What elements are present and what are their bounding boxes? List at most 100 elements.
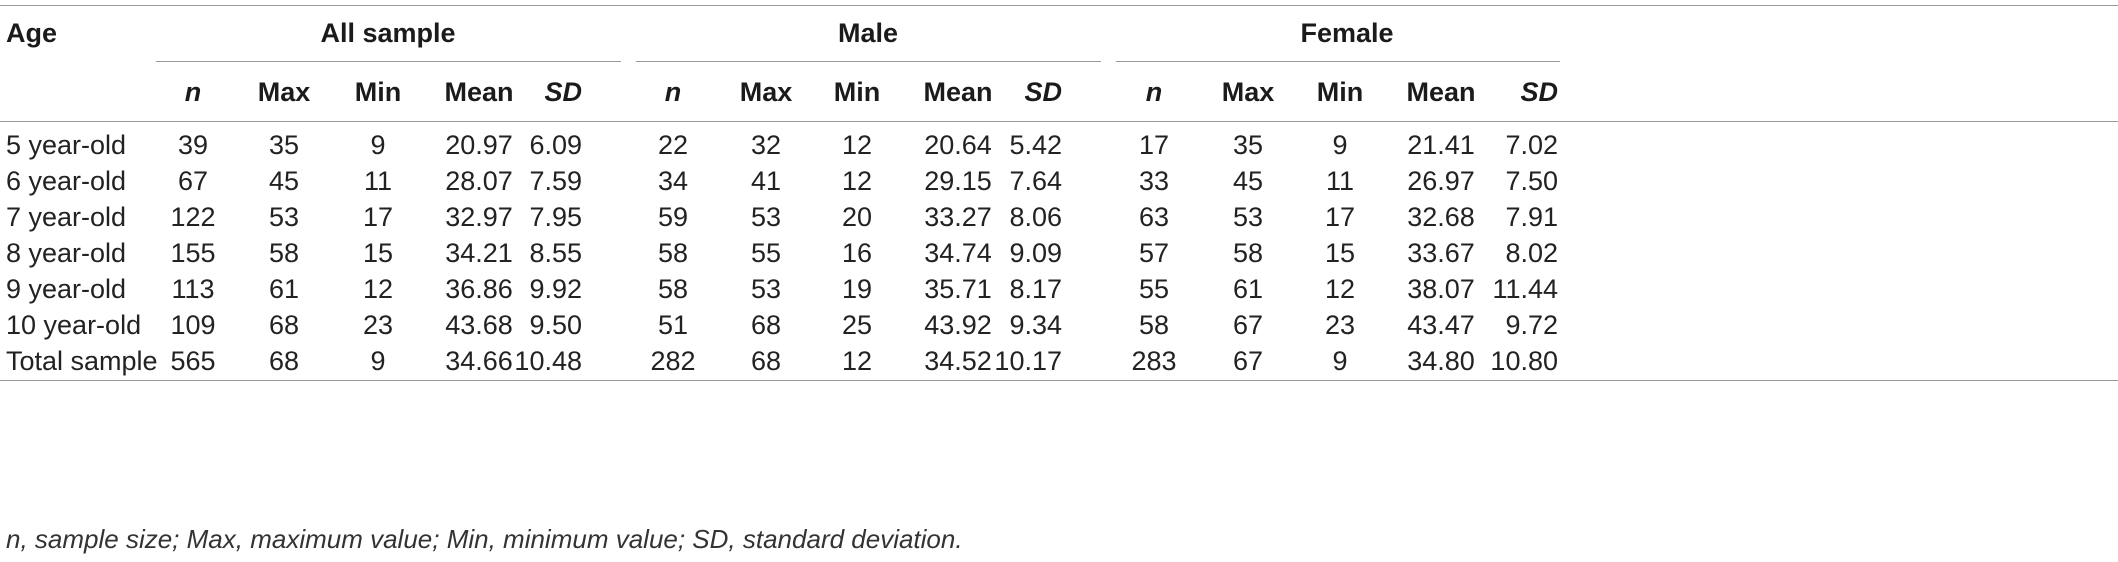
column-header: Min bbox=[833, 77, 881, 107]
table-cell: 9 bbox=[370, 130, 386, 160]
table-cell: 58 bbox=[657, 274, 689, 304]
table-cell: 16 bbox=[841, 238, 873, 268]
table-cell: 45 bbox=[268, 166, 300, 196]
column-header: n bbox=[184, 77, 202, 107]
table-cell: 8.17 bbox=[1009, 274, 1062, 304]
table-cell: 38.07 bbox=[1407, 274, 1475, 304]
table-cell: 20.64 bbox=[924, 130, 992, 160]
table-cell: 51 bbox=[657, 310, 689, 340]
table-cell: 35 bbox=[1232, 130, 1264, 160]
table-cell: 122 bbox=[170, 202, 216, 232]
table-cell: 20 bbox=[841, 202, 873, 232]
table-cell: 20.97 bbox=[445, 130, 513, 160]
table-cell: 109 bbox=[170, 310, 216, 340]
table-cell: 565 bbox=[170, 346, 216, 376]
table-cell: 34.74 bbox=[924, 238, 992, 268]
table-cell: 34.52 bbox=[924, 346, 992, 376]
table-cell: 34.21 bbox=[445, 238, 513, 268]
group-underline-0 bbox=[156, 61, 621, 62]
table-cell: 9.50 bbox=[529, 310, 582, 340]
table-cell: 8.02 bbox=[1505, 238, 1558, 268]
table-cell: 53 bbox=[750, 274, 782, 304]
row-label: 5 year-old bbox=[6, 130, 127, 160]
table-cell: 28.07 bbox=[445, 166, 513, 196]
table-cell: 34.66 bbox=[445, 346, 513, 376]
table-cell: 7.95 bbox=[529, 202, 582, 232]
table-cell: 12 bbox=[362, 274, 394, 304]
table-cell: 55 bbox=[1138, 274, 1170, 304]
table-footnote: n, sample size; Max, maximum value; Min,… bbox=[6, 524, 963, 554]
table-cell: 15 bbox=[362, 238, 394, 268]
row-label: 6 year-old bbox=[6, 166, 127, 196]
column-header: n bbox=[664, 77, 682, 107]
column-header: Mean bbox=[1406, 77, 1476, 107]
table-cell: 34 bbox=[657, 166, 689, 196]
table-cell: 35 bbox=[268, 130, 300, 160]
table-cell: 282 bbox=[650, 346, 696, 376]
column-header: Mean bbox=[923, 77, 993, 107]
table-cell: 43.68 bbox=[445, 310, 513, 340]
table-cell: 22 bbox=[657, 130, 689, 160]
table-cell: 68 bbox=[750, 310, 782, 340]
table-cell: 8.55 bbox=[529, 238, 582, 268]
table-cell: 26.97 bbox=[1407, 166, 1475, 196]
table-cell: 29.15 bbox=[924, 166, 992, 196]
table-cell: 67 bbox=[1232, 310, 1264, 340]
row-label: 9 year-old bbox=[6, 274, 127, 304]
table-cell: 34.80 bbox=[1407, 346, 1475, 376]
table-cell: 7.59 bbox=[529, 166, 582, 196]
table-cell: 12 bbox=[841, 130, 873, 160]
table-top-rule bbox=[0, 5, 2118, 6]
table-cell: 25 bbox=[841, 310, 873, 340]
table-cell: 12 bbox=[841, 346, 873, 376]
table-cell: 57 bbox=[1138, 238, 1170, 268]
table-cell: 9.34 bbox=[1009, 310, 1062, 340]
table-cell: 11 bbox=[1325, 166, 1355, 196]
column-header: Max bbox=[1221, 77, 1275, 107]
table-cell: 283 bbox=[1131, 346, 1177, 376]
table-cell: 33 bbox=[1138, 166, 1170, 196]
group-header: Female bbox=[1300, 18, 1394, 48]
table-cell: 9 bbox=[1332, 130, 1348, 160]
table-cell: 7.50 bbox=[1505, 166, 1558, 196]
table-cell: 17 bbox=[1138, 130, 1170, 160]
table-cell: 155 bbox=[170, 238, 216, 268]
table-cell: 19 bbox=[841, 274, 873, 304]
table-cell: 7.64 bbox=[1009, 166, 1062, 196]
table-cell: 58 bbox=[268, 238, 300, 268]
table-cell: 33.27 bbox=[924, 202, 992, 232]
table-cell: 10.17 bbox=[994, 346, 1062, 376]
table-cell: 113 bbox=[171, 274, 215, 304]
table-cell: 53 bbox=[750, 202, 782, 232]
table-cell: 9 bbox=[1332, 346, 1348, 376]
table-cell: 53 bbox=[1232, 202, 1264, 232]
column-header: Min bbox=[1316, 77, 1364, 107]
table-cell: 58 bbox=[1232, 238, 1264, 268]
table-cell: 21.41 bbox=[1407, 130, 1475, 160]
table-cell: 39 bbox=[177, 130, 209, 160]
table-cell: 6.09 bbox=[529, 130, 582, 160]
group-underline-2 bbox=[1116, 61, 1560, 62]
group-header: Male bbox=[837, 18, 899, 48]
table-cell: 12 bbox=[1324, 274, 1356, 304]
table-cell: 68 bbox=[268, 346, 300, 376]
header-bottom-rule bbox=[0, 121, 2118, 122]
table-cell: 23 bbox=[1324, 310, 1356, 340]
row-label: Total sample bbox=[6, 346, 158, 376]
table-cell: 61 bbox=[1232, 274, 1264, 304]
table-cell: 32.97 bbox=[445, 202, 513, 232]
column-header: n bbox=[1145, 77, 1163, 107]
table-cell: 12 bbox=[841, 166, 873, 196]
table-cell: 9.09 bbox=[1009, 238, 1062, 268]
table-cell: 9.92 bbox=[529, 274, 582, 304]
table-cell: 68 bbox=[268, 310, 300, 340]
table-cell: 9 bbox=[370, 346, 386, 376]
table-cell: 17 bbox=[362, 202, 394, 232]
table-cell: 61 bbox=[268, 274, 300, 304]
table-cell: 32 bbox=[750, 130, 782, 160]
column-header: SD bbox=[544, 77, 582, 107]
table-cell: 10.48 bbox=[514, 346, 582, 376]
table-cell: 41 bbox=[750, 166, 782, 196]
table-cell: 33.67 bbox=[1407, 238, 1475, 268]
table-cell: 53 bbox=[268, 202, 300, 232]
